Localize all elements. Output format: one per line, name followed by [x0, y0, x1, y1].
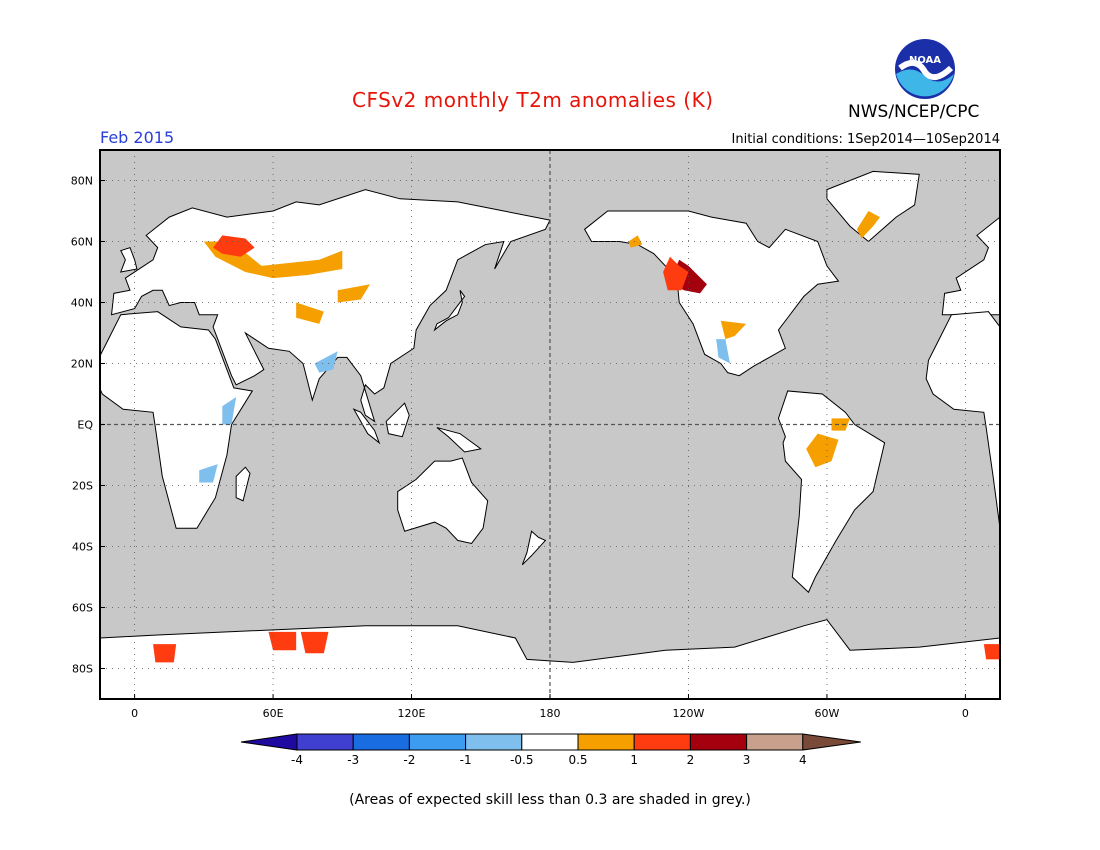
colorbar-swatch — [521, 733, 579, 751]
colorbar-label: -0.5 — [510, 753, 533, 767]
landmass-borneo — [385, 402, 410, 438]
lat-tick-label: 80N — [71, 175, 93, 188]
landmass-new-guinea — [436, 427, 482, 453]
anomaly-map: 80N 60N 40N 20N EQ 20S 40S 60S 80S 0 60E 120E 180 120… — [71, 149, 1001, 720]
anomaly-alaska-canada-warm — [628, 235, 643, 248]
landmass-new-zealand — [521, 530, 547, 566]
colorbar-high-arrow — [802, 733, 861, 751]
landmass-madagascar — [235, 466, 251, 502]
lon-tick-label: 60E — [263, 707, 284, 720]
landmass-uk — [119, 246, 138, 273]
color-legend: -4 -3 -2 -1 -0.5 0.5 1 2 3 4 — [240, 733, 861, 767]
lat-tick-label: EQ — [77, 419, 93, 432]
lon-tick-label: 120E — [398, 707, 426, 720]
anomaly-southern-africa-cool — [199, 464, 218, 483]
forecast-month: Feb 2015 — [100, 128, 175, 147]
lon-tick-label: 180 — [540, 707, 561, 720]
colorbar-label: 3 — [743, 753, 751, 767]
colorbar-low-arrow — [240, 733, 298, 751]
lat-tick-label: 60S — [72, 602, 93, 615]
lat-tick-label: 60N — [71, 236, 93, 249]
anomaly-antarctica-hot-3 — [300, 631, 329, 654]
landmass-north-america — [583, 210, 840, 377]
lat-tick-label: 40N — [71, 297, 93, 310]
landmass-europe-wrap — [941, 216, 1000, 316]
colorbar-label: -4 — [291, 753, 303, 767]
anomaly-india-cool — [314, 351, 338, 373]
landmass-south-america — [777, 390, 886, 594]
agency-label: NWS/NCEP/CPC — [848, 102, 980, 122]
colorbar-swatch — [465, 733, 523, 751]
anomaly-antarctica-hot-4 — [983, 644, 1000, 660]
skill-footnote: (Areas of expected skill less than 0.3 a… — [349, 792, 751, 808]
anomaly-amazon-warm — [806, 433, 839, 468]
lon-tick-label: 60W — [814, 707, 839, 720]
initial-conditions: Initial conditions: 1Sep2014—10Sep2014 — [731, 132, 1000, 147]
map-title: CFSv2 monthly T2m anomalies (K) — [352, 88, 714, 112]
landmass-sumatra — [352, 408, 381, 445]
lon-tick-label: 0 — [962, 707, 969, 720]
colorbar-swatch — [633, 733, 691, 751]
anomaly-antarctica-hot-1 — [153, 644, 177, 663]
anomaly-tibet-warm — [296, 302, 324, 324]
landmass-africa-wrap — [925, 311, 1000, 529]
colorbar-swatch — [296, 733, 354, 751]
colorbar-label: 0.5 — [568, 753, 587, 767]
colorbar-swatch — [352, 733, 410, 751]
colorbar-swatch — [577, 733, 635, 751]
colorbar-label: 1 — [630, 753, 638, 767]
anomaly-brazil-warm — [831, 418, 850, 431]
anomaly-mexico-cool — [716, 339, 730, 364]
colorbar-swatch — [746, 733, 804, 751]
anomaly-europe-russia-hot — [213, 235, 255, 257]
colorbar-label: -3 — [347, 753, 359, 767]
landmass-australia — [397, 457, 489, 545]
lat-tick-label: 20N — [71, 358, 93, 371]
anomaly-texas-warm — [720, 320, 747, 340]
anomaly-greenland-warm — [856, 211, 880, 239]
anomaly-antarctica-hot-2 — [268, 631, 297, 651]
lon-tick-label: 0 — [131, 707, 138, 720]
colorbar-label: -1 — [460, 753, 472, 767]
landmass-greenland — [826, 170, 920, 243]
lat-tick-label: 80S — [72, 663, 93, 676]
colorbar-label: 2 — [687, 753, 695, 767]
landmass-japan — [433, 289, 466, 332]
anomaly-wus-hot — [663, 256, 689, 291]
noaa-logo-icon: NOAA — [895, 39, 955, 99]
lat-tick-label: 20S — [72, 480, 93, 493]
colorbar-label: 4 — [799, 753, 807, 767]
lon-tick-label: 120W — [673, 707, 705, 720]
colorbar-swatch — [689, 733, 748, 751]
colorbar-label: -2 — [403, 753, 415, 767]
anomaly-mongolia-warm — [337, 284, 370, 303]
noaa-logo-text: NOAA — [909, 55, 941, 66]
lat-tick-label: 40S — [72, 541, 93, 554]
anomaly-east-africa-cool — [222, 397, 237, 425]
colorbar-swatch — [408, 733, 467, 751]
